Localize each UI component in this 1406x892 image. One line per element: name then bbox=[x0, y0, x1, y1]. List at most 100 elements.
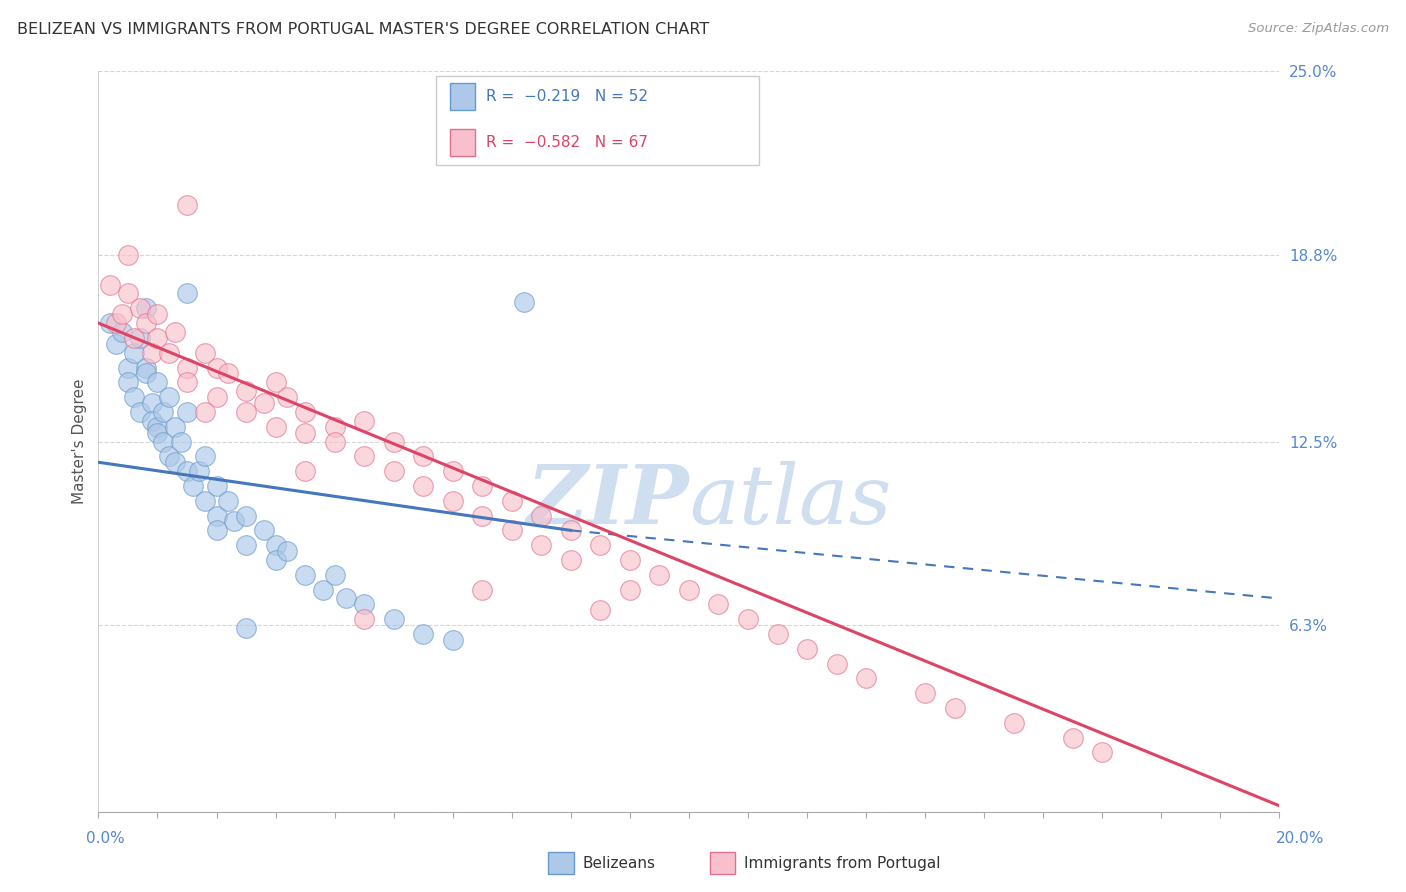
Point bbox=[560, 524, 582, 538]
Point bbox=[135, 301, 157, 316]
Point bbox=[122, 345, 145, 359]
Point bbox=[165, 455, 187, 469]
Point bbox=[117, 376, 139, 390]
Point bbox=[1062, 731, 1084, 745]
Point bbox=[648, 567, 671, 582]
Point bbox=[294, 425, 316, 440]
Point bbox=[135, 367, 157, 381]
Point bbox=[224, 515, 246, 529]
Point bbox=[294, 464, 316, 478]
Point bbox=[560, 553, 582, 567]
Point bbox=[264, 376, 287, 390]
Point bbox=[619, 582, 641, 597]
Point bbox=[176, 197, 198, 211]
Point bbox=[157, 390, 180, 404]
Point bbox=[1091, 746, 1114, 760]
Point bbox=[589, 603, 612, 617]
Point bbox=[294, 567, 316, 582]
Point bbox=[353, 450, 375, 464]
Point bbox=[235, 508, 257, 523]
Point bbox=[353, 414, 375, 428]
Point bbox=[412, 627, 434, 641]
Point bbox=[796, 641, 818, 656]
Point bbox=[141, 345, 163, 359]
Point bbox=[135, 360, 157, 375]
Point bbox=[194, 405, 217, 419]
Text: R =  −0.582   N = 67: R = −0.582 N = 67 bbox=[486, 136, 648, 150]
Point bbox=[471, 479, 494, 493]
Point bbox=[152, 405, 174, 419]
Point bbox=[441, 464, 464, 478]
Point bbox=[98, 316, 121, 330]
Point bbox=[707, 598, 730, 612]
Point bbox=[382, 434, 405, 449]
Point bbox=[264, 538, 287, 552]
Point bbox=[165, 419, 187, 434]
Point bbox=[146, 307, 169, 321]
Point bbox=[152, 434, 174, 449]
Point bbox=[253, 524, 276, 538]
Point bbox=[441, 632, 464, 647]
Point bbox=[943, 701, 966, 715]
Point bbox=[141, 414, 163, 428]
Point bbox=[146, 331, 169, 345]
Point bbox=[146, 425, 169, 440]
Point bbox=[117, 360, 139, 375]
Point bbox=[412, 479, 434, 493]
Point bbox=[217, 367, 239, 381]
Point bbox=[235, 405, 257, 419]
Point bbox=[105, 316, 128, 330]
Point bbox=[205, 508, 228, 523]
Point bbox=[165, 325, 187, 339]
Point bbox=[323, 434, 346, 449]
Point bbox=[766, 627, 789, 641]
Point bbox=[146, 376, 169, 390]
Point bbox=[678, 582, 700, 597]
Point bbox=[253, 396, 276, 410]
Point bbox=[205, 360, 228, 375]
Point bbox=[194, 450, 217, 464]
Point bbox=[141, 396, 163, 410]
Point bbox=[323, 419, 346, 434]
Point bbox=[194, 345, 217, 359]
Point bbox=[194, 493, 217, 508]
Point bbox=[170, 434, 193, 449]
Point bbox=[512, 295, 534, 310]
Text: ZIP: ZIP bbox=[526, 461, 689, 541]
Text: atlas: atlas bbox=[689, 461, 891, 541]
Point bbox=[135, 316, 157, 330]
Point bbox=[235, 621, 257, 635]
Point bbox=[122, 331, 145, 345]
Text: 20.0%: 20.0% bbox=[1277, 831, 1324, 846]
Point bbox=[382, 464, 405, 478]
Point bbox=[619, 553, 641, 567]
Point bbox=[176, 405, 198, 419]
Point bbox=[187, 464, 209, 478]
Point bbox=[353, 598, 375, 612]
Point bbox=[737, 612, 759, 626]
Point bbox=[157, 345, 180, 359]
Point bbox=[471, 582, 494, 597]
Point bbox=[1002, 715, 1025, 730]
Point bbox=[157, 450, 180, 464]
Point bbox=[128, 405, 150, 419]
Point bbox=[111, 307, 134, 321]
Point bbox=[176, 360, 198, 375]
Point bbox=[205, 390, 228, 404]
Point bbox=[128, 301, 150, 316]
Point bbox=[501, 493, 523, 508]
Point bbox=[501, 524, 523, 538]
Y-axis label: Master's Degree: Master's Degree bbox=[72, 379, 87, 504]
Point bbox=[530, 508, 553, 523]
Point bbox=[235, 384, 257, 399]
Point bbox=[382, 612, 405, 626]
Point bbox=[176, 464, 198, 478]
Point bbox=[176, 376, 198, 390]
Point bbox=[117, 248, 139, 262]
Point bbox=[122, 390, 145, 404]
Text: Belizeans: Belizeans bbox=[582, 856, 655, 871]
Point bbox=[111, 325, 134, 339]
Text: Immigrants from Portugal: Immigrants from Portugal bbox=[744, 856, 941, 871]
Point bbox=[181, 479, 204, 493]
Point bbox=[294, 405, 316, 419]
